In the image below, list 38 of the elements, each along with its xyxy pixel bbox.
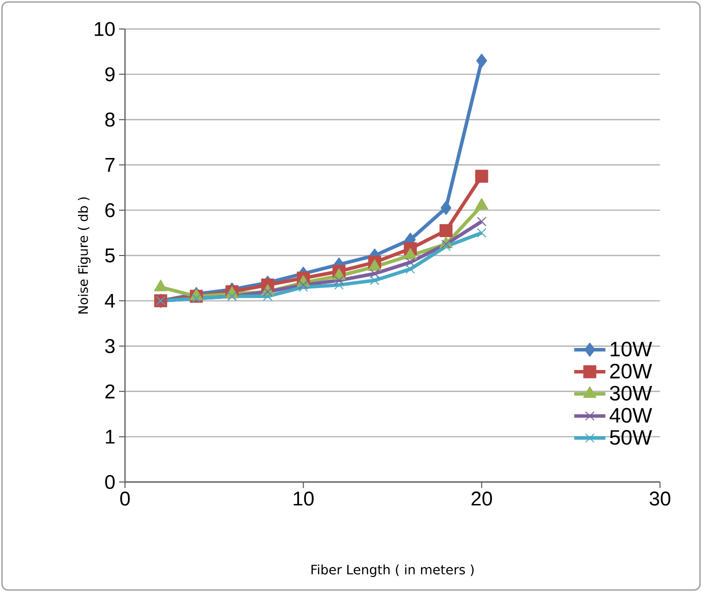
y-tick-label: 6 [105, 203, 115, 218]
point [334, 276, 344, 286]
point [406, 258, 416, 268]
point [262, 292, 272, 302]
point [334, 280, 344, 290]
x-tick-label: 10 [294, 492, 314, 506]
x-tick-label: 0 [120, 492, 130, 506]
point [441, 239, 451, 249]
point [440, 224, 453, 238]
point [406, 264, 416, 274]
legend-label: 10W [610, 342, 652, 356]
point [262, 286, 272, 296]
point [476, 216, 486, 226]
y-tick-label: 10 [94, 22, 115, 36]
point [370, 268, 380, 278]
point [370, 276, 380, 286]
y-tick-label: 5 [105, 248, 115, 262]
x-axis-title: Fiber Length ( in meters ) [312, 564, 474, 577]
legend-label: 50W [610, 430, 652, 445]
y-tick-label: 0 [105, 474, 115, 490]
legend-label: 30W [610, 386, 652, 401]
point [440, 200, 452, 215]
point [476, 228, 486, 238]
point [475, 170, 488, 183]
y-tick-label: 7 [105, 158, 114, 172]
legend-label: 40W [610, 408, 652, 423]
point [476, 54, 488, 68]
point [441, 242, 451, 252]
y-tick-label: 1 [106, 430, 115, 444]
y-axis-title: Noise Figure ( db ) [78, 197, 90, 314]
y-tick-label: 8 [105, 112, 115, 127]
y-tick-label: 4 [104, 294, 115, 308]
legend-label: 20W [610, 364, 652, 379]
y-tick-label: 2 [105, 384, 114, 398]
y-tick-label: 9 [105, 67, 115, 82]
x-tick-label: 30 [650, 492, 670, 506]
y-tick-label: 3 [105, 339, 115, 354]
x-tick-label: 20 [472, 492, 492, 506]
